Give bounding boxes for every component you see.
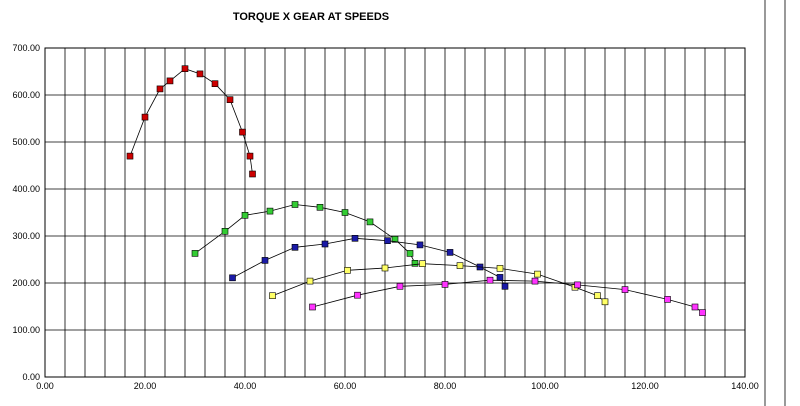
data-point [456, 262, 464, 269]
data-point [241, 212, 249, 219]
data-point [406, 250, 414, 257]
data-point [594, 292, 601, 300]
data-point [211, 80, 219, 87]
data-point [309, 303, 316, 311]
data-point [269, 292, 276, 300]
data-point [291, 244, 299, 251]
x-tick-label: 20.00 [134, 381, 157, 391]
data-point [351, 235, 359, 242]
data-point [354, 291, 361, 299]
data-point [266, 207, 274, 215]
data-point [441, 281, 449, 288]
x-tick-label: 0.00 [36, 381, 54, 391]
x-tick-label: 40.00 [234, 381, 257, 391]
series-3 [229, 235, 509, 290]
data-point [496, 274, 504, 281]
series-2 [191, 201, 419, 267]
data-point [246, 152, 254, 160]
data-point [366, 218, 374, 226]
data-series [126, 65, 706, 316]
data-point [344, 266, 351, 274]
y-tick-label: 300.00 [12, 231, 40, 241]
plot-frame [44, 47, 746, 378]
data-point [291, 201, 299, 208]
series-1 [126, 65, 256, 178]
data-point [664, 296, 671, 303]
data-point [446, 249, 454, 256]
data-point [226, 96, 234, 103]
x-tick-label: 120.00 [631, 381, 659, 391]
data-point [601, 298, 609, 306]
data-point [396, 282, 404, 290]
y-tick-label: 500.00 [12, 137, 40, 147]
data-point [384, 237, 391, 244]
x-tick-label: 140.00 [731, 381, 759, 391]
data-point [531, 277, 539, 285]
data-point [411, 259, 419, 267]
data-point [156, 85, 164, 93]
chart-title: TORQUE X GEAR AT SPEEDS [233, 11, 389, 23]
y-tick-label: 700.00 [12, 43, 40, 53]
data-point [261, 257, 269, 264]
y-tick-label: 0.00 [22, 372, 40, 382]
x-tick-label: 60.00 [334, 381, 357, 391]
data-point [229, 274, 236, 282]
data-point [181, 65, 189, 72]
data-point [141, 113, 149, 121]
data-point [321, 240, 329, 248]
data-point [341, 209, 349, 216]
data-point [691, 303, 699, 311]
data-point [419, 260, 426, 268]
data-point [486, 276, 494, 284]
series-5 [309, 276, 706, 316]
data-point [699, 309, 706, 316]
x-tick-label: 80.00 [434, 381, 457, 391]
data-point [416, 241, 424, 249]
data-point [221, 228, 229, 235]
y-tick-labels: 0.00 100.00 200.00 300.00 400.00 500.00 600.00… [12, 43, 40, 382]
data-point [249, 170, 256, 178]
data-point [574, 281, 581, 289]
y-tick-label: 100.00 [12, 325, 40, 335]
y-tick-label: 400.00 [12, 184, 40, 194]
data-point [316, 204, 324, 211]
x-tick-label: 100.00 [531, 381, 559, 391]
grid-lines [44, 0, 786, 406]
data-point [391, 236, 399, 243]
series-line [129, 68, 253, 175]
data-point [496, 265, 504, 272]
y-tick-label: 600.00 [12, 90, 40, 100]
series-line [232, 237, 506, 287]
data-point [621, 286, 629, 293]
y-tick-label: 200.00 [12, 278, 40, 288]
data-point [381, 264, 389, 272]
data-point [196, 70, 204, 78]
data-point [534, 270, 541, 278]
data-point [166, 77, 174, 85]
data-point [501, 282, 509, 290]
data-point [239, 128, 246, 136]
data-point [191, 250, 199, 257]
data-point [306, 277, 314, 285]
data-point [126, 152, 134, 160]
x-tick-labels: 0.00 20.00 40.00 60.00 80.00 100.00 120.00 140.… [36, 381, 759, 391]
